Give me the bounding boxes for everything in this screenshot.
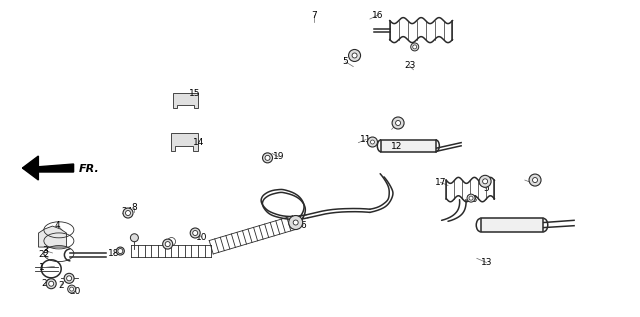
Circle shape	[479, 175, 491, 187]
Circle shape	[411, 43, 419, 51]
Text: 2: 2	[58, 281, 63, 290]
Circle shape	[123, 208, 133, 218]
Circle shape	[289, 216, 303, 230]
Circle shape	[118, 249, 123, 254]
Text: 12: 12	[391, 142, 403, 151]
Bar	[481, 218, 543, 232]
Circle shape	[67, 276, 72, 281]
Text: 18: 18	[108, 249, 120, 258]
Text: 11: 11	[360, 135, 372, 144]
Text: 13: 13	[481, 258, 492, 267]
Circle shape	[396, 120, 401, 126]
Text: 15: 15	[189, 89, 201, 98]
Text: 17: 17	[435, 178, 446, 187]
Text: 4: 4	[55, 221, 60, 230]
Text: 9: 9	[167, 240, 172, 249]
Circle shape	[64, 273, 74, 283]
Text: 5: 5	[343, 57, 348, 66]
Polygon shape	[171, 133, 198, 151]
Circle shape	[467, 194, 475, 202]
Circle shape	[190, 228, 200, 238]
Text: 14: 14	[193, 138, 204, 146]
Circle shape	[392, 117, 404, 129]
Text: 6: 6	[301, 221, 306, 230]
Text: 19: 19	[273, 152, 284, 161]
Text: 10: 10	[196, 233, 207, 242]
Text: 1: 1	[39, 263, 44, 272]
Circle shape	[265, 155, 270, 160]
Circle shape	[49, 281, 54, 286]
Text: 16: 16	[372, 11, 383, 20]
Bar	[381, 140, 435, 152]
Circle shape	[532, 178, 538, 183]
Circle shape	[352, 53, 357, 58]
Circle shape	[469, 196, 473, 200]
Circle shape	[349, 49, 360, 61]
Text: 3: 3	[42, 246, 47, 255]
Text: 23: 23	[404, 61, 415, 70]
Circle shape	[193, 230, 198, 236]
Circle shape	[483, 179, 488, 184]
Text: 24: 24	[121, 207, 132, 216]
Circle shape	[70, 287, 74, 291]
Circle shape	[371, 140, 374, 144]
Text: 8: 8	[132, 203, 137, 212]
Text: 22: 22	[38, 250, 49, 259]
Circle shape	[125, 210, 131, 216]
Circle shape	[46, 279, 56, 289]
Text: FR.: FR.	[79, 164, 99, 174]
Text: 5: 5	[532, 179, 537, 188]
Circle shape	[293, 220, 298, 225]
Circle shape	[367, 137, 378, 147]
Circle shape	[116, 247, 124, 255]
Text: 7: 7	[311, 11, 316, 20]
Text: 5: 5	[484, 184, 489, 193]
Polygon shape	[22, 164, 74, 172]
Circle shape	[529, 174, 541, 186]
Circle shape	[68, 285, 76, 293]
Text: 5: 5	[394, 119, 399, 128]
FancyBboxPatch shape	[44, 234, 51, 244]
Circle shape	[262, 153, 273, 163]
Text: 23: 23	[467, 195, 478, 204]
FancyBboxPatch shape	[54, 234, 61, 244]
Text: 21: 21	[41, 279, 52, 288]
Polygon shape	[173, 93, 198, 108]
Circle shape	[131, 234, 138, 242]
Circle shape	[165, 242, 170, 247]
Polygon shape	[22, 156, 38, 180]
Text: 20: 20	[70, 287, 81, 296]
Polygon shape	[38, 226, 67, 247]
Circle shape	[413, 45, 417, 49]
Circle shape	[163, 239, 173, 249]
